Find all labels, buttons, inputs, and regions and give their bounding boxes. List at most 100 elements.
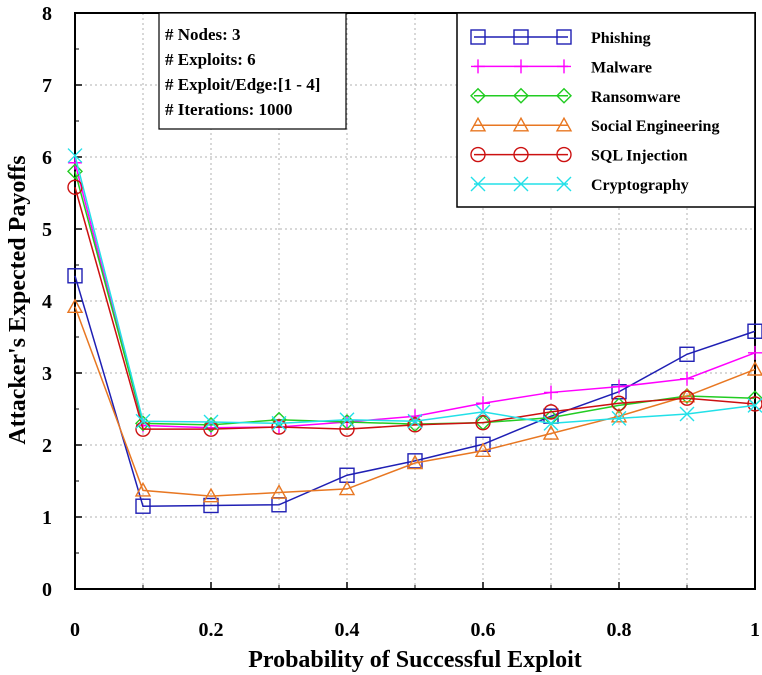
legend-entry-malware: Malware [471,59,652,76]
legend-entry-social-engineering: Social Engineering [469,116,719,135]
series-layer [66,148,762,514]
legend-marker-sql-injection [470,146,486,163]
data-point-sql-injection [67,179,83,195]
x-axis-title: Probability of Successful Exploit [248,647,582,673]
data-point-social-engineering [678,387,696,403]
data-point-sql-injection [475,414,491,431]
legend-label-sql-injection: SQL Injection [591,148,688,165]
legend-marker-ransomware [513,87,529,104]
data-point-phishing [67,268,83,284]
data-point-social-engineering [474,442,492,458]
info-line-exploit-edge: # Exploit/Edge:[1 - 4] [165,75,320,94]
data-point-malware [748,345,762,360]
legend-marker-cryptography [470,176,486,192]
data-point-malware [680,371,694,386]
y-tick-label: 7 [42,75,52,97]
data-point-cryptography [203,414,219,430]
data-point-malware [476,396,490,411]
data-point-cryptography [611,410,627,426]
y-tick-label: 6 [42,147,52,169]
legend-marker-malware [557,59,571,74]
data-point-cryptography [475,404,491,420]
data-point-malware [612,379,626,394]
legend-entry-cryptography: Cryptography [470,176,689,194]
data-point-sql-injection [407,417,423,433]
legend-marker-social-engineering [469,116,487,132]
legend-label-phishing: Phishing [591,30,651,47]
y-tick-label: 2 [42,435,52,457]
data-point-cryptography [407,413,423,429]
info-box: # Nodes: 3 # Exploits: 6 # Exploit/Edge:… [158,12,347,130]
series-line-sql-injection [74,187,756,430]
legend-marker-cryptography [556,176,572,192]
y-tick-label: 5 [42,219,52,241]
y-tick-label: 8 [42,3,52,25]
legend-label-ransomware: Ransomware [591,89,680,106]
x-tick-label: 1 [750,619,760,641]
x-tick-label: 0 [70,619,80,641]
data-point-social-engineering [406,454,424,470]
legend-label-social-engineering: Social Engineering [591,118,719,135]
data-point-cryptography [339,412,355,428]
data-point-cryptography [135,413,151,429]
legend-marker-ransomware [470,87,486,104]
data-point-sql-injection [543,404,559,420]
legend-marker-malware [471,59,485,74]
data-point-social-engineering [134,481,152,497]
series-sql-injection [67,179,762,437]
data-point-social-engineering [338,480,356,496]
data-point-social-engineering [66,298,84,314]
data-point-phishing [135,498,151,514]
data-point-sql-injection [611,395,627,411]
x-tick-label: 0.2 [199,619,224,641]
legend-marker-sql-injection [556,146,572,163]
legend-label-malware: Malware [591,59,652,76]
data-point-sql-injection [339,421,355,437]
series-phishing [67,268,762,514]
legend-marker-phishing [513,29,529,45]
data-point-phishing [679,346,695,362]
legend-marker-social-engineering [512,116,530,132]
y-tick-label: 4 [42,291,52,313]
data-point-cryptography [543,415,559,431]
y-tick-label: 3 [42,363,52,385]
legend-marker-cryptography [513,176,529,192]
info-line-exploits: # Exploits: 6 [165,50,256,69]
legend-marker-phishing [556,29,572,45]
data-point-cryptography [67,148,83,164]
series-social-engineering [66,298,762,503]
y-tick-label: 0 [42,579,52,601]
x-tick-label: 0.4 [335,619,360,641]
data-point-sql-injection [679,390,695,406]
data-point-social-engineering [270,484,288,499]
legend: Phishing Malware Ransomware Social Engineer… [456,12,756,208]
info-box-frame [158,12,347,130]
legend-frame [456,12,756,208]
legend-marker-phishing [470,29,486,45]
data-point-ransomware [543,409,559,426]
data-point-cryptography [679,406,695,422]
data-point-ransomware [67,163,83,180]
data-point-social-engineering [746,360,762,376]
legend-label-cryptography: Cryptography [591,177,689,194]
data-point-sql-injection [747,396,762,412]
legend-marker-sql-injection [513,146,529,163]
data-point-phishing [407,453,423,469]
series-line-phishing [74,275,756,507]
series-cryptography [67,148,762,431]
y-tick-label: 1 [42,507,52,529]
legend-marker-ransomware [556,87,572,104]
info-line-iterations: # Iterations: 1000 [165,100,292,119]
data-point-malware [544,385,558,400]
data-point-cryptography [271,415,287,431]
x-tick-label: 0.8 [607,619,632,641]
legend-marker-malware [514,59,528,74]
data-point-phishing [747,323,762,339]
data-point-sql-injection [271,419,287,435]
y-axis-title: Attacker's Expected Payoffs [5,155,31,444]
series-line-social-engineering [74,306,756,497]
legend-entry-ransomware: Ransomware [470,87,680,106]
legend-marker-social-engineering [555,116,573,132]
data-point-social-engineering [542,425,560,440]
